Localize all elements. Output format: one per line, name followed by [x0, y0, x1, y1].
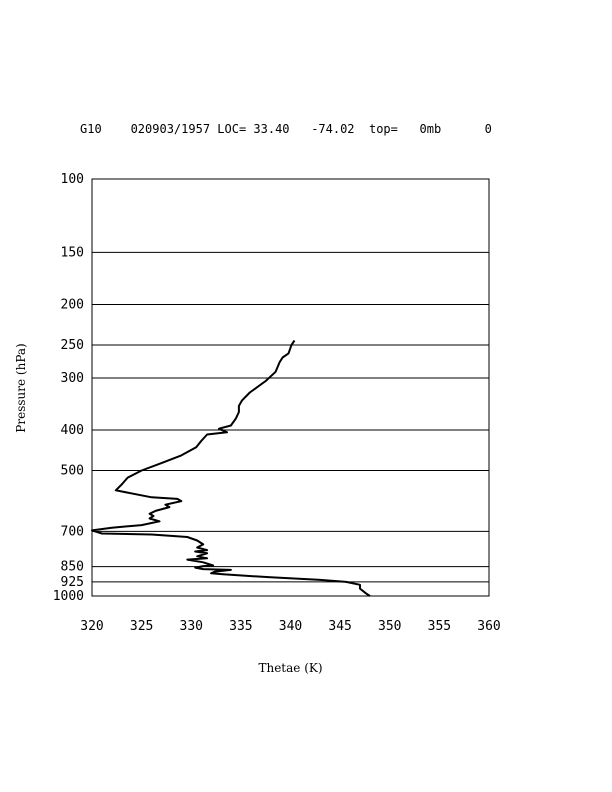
thetae-profile-line: [91, 339, 371, 597]
x-tick-label: 340: [279, 619, 302, 634]
y-axis-label: Pressure (hPa): [14, 343, 28, 432]
x-tick-label: 335: [229, 619, 252, 634]
y-tick-label: 250: [61, 338, 84, 353]
x-tick-labels: 320 325 330 335 340 345 350 355 360: [80, 619, 500, 634]
y-tick-label: 200: [61, 298, 84, 313]
x-tick-label: 360: [477, 619, 500, 634]
y-tick-label: 100: [61, 172, 84, 187]
y-tick-label: 925: [61, 575, 84, 590]
x-axis-label: Thetae (K): [258, 661, 322, 675]
x-tick-label: 345: [328, 619, 351, 634]
sounding-header: G10 020903/1957 LOC= 33.40 -74.02 top= 0…: [80, 122, 492, 136]
y-tick-label: 150: [61, 245, 84, 260]
x-tick-label: 325: [130, 619, 153, 634]
y-tick-label: 850: [61, 560, 84, 575]
x-tick-label: 320: [80, 619, 103, 634]
x-tick-label: 330: [180, 619, 203, 634]
y-tick-label: 300: [61, 371, 84, 386]
y-tick-label: 700: [61, 524, 84, 539]
y-tick-label: 400: [61, 423, 84, 438]
y-tick-label: 500: [61, 463, 84, 478]
y-tick-label: 1000: [53, 589, 84, 604]
x-tick-label: 355: [428, 619, 451, 634]
plot-frame: [91, 178, 490, 597]
grid-lines: [92, 251, 489, 583]
x-tick-label: 350: [378, 619, 401, 634]
